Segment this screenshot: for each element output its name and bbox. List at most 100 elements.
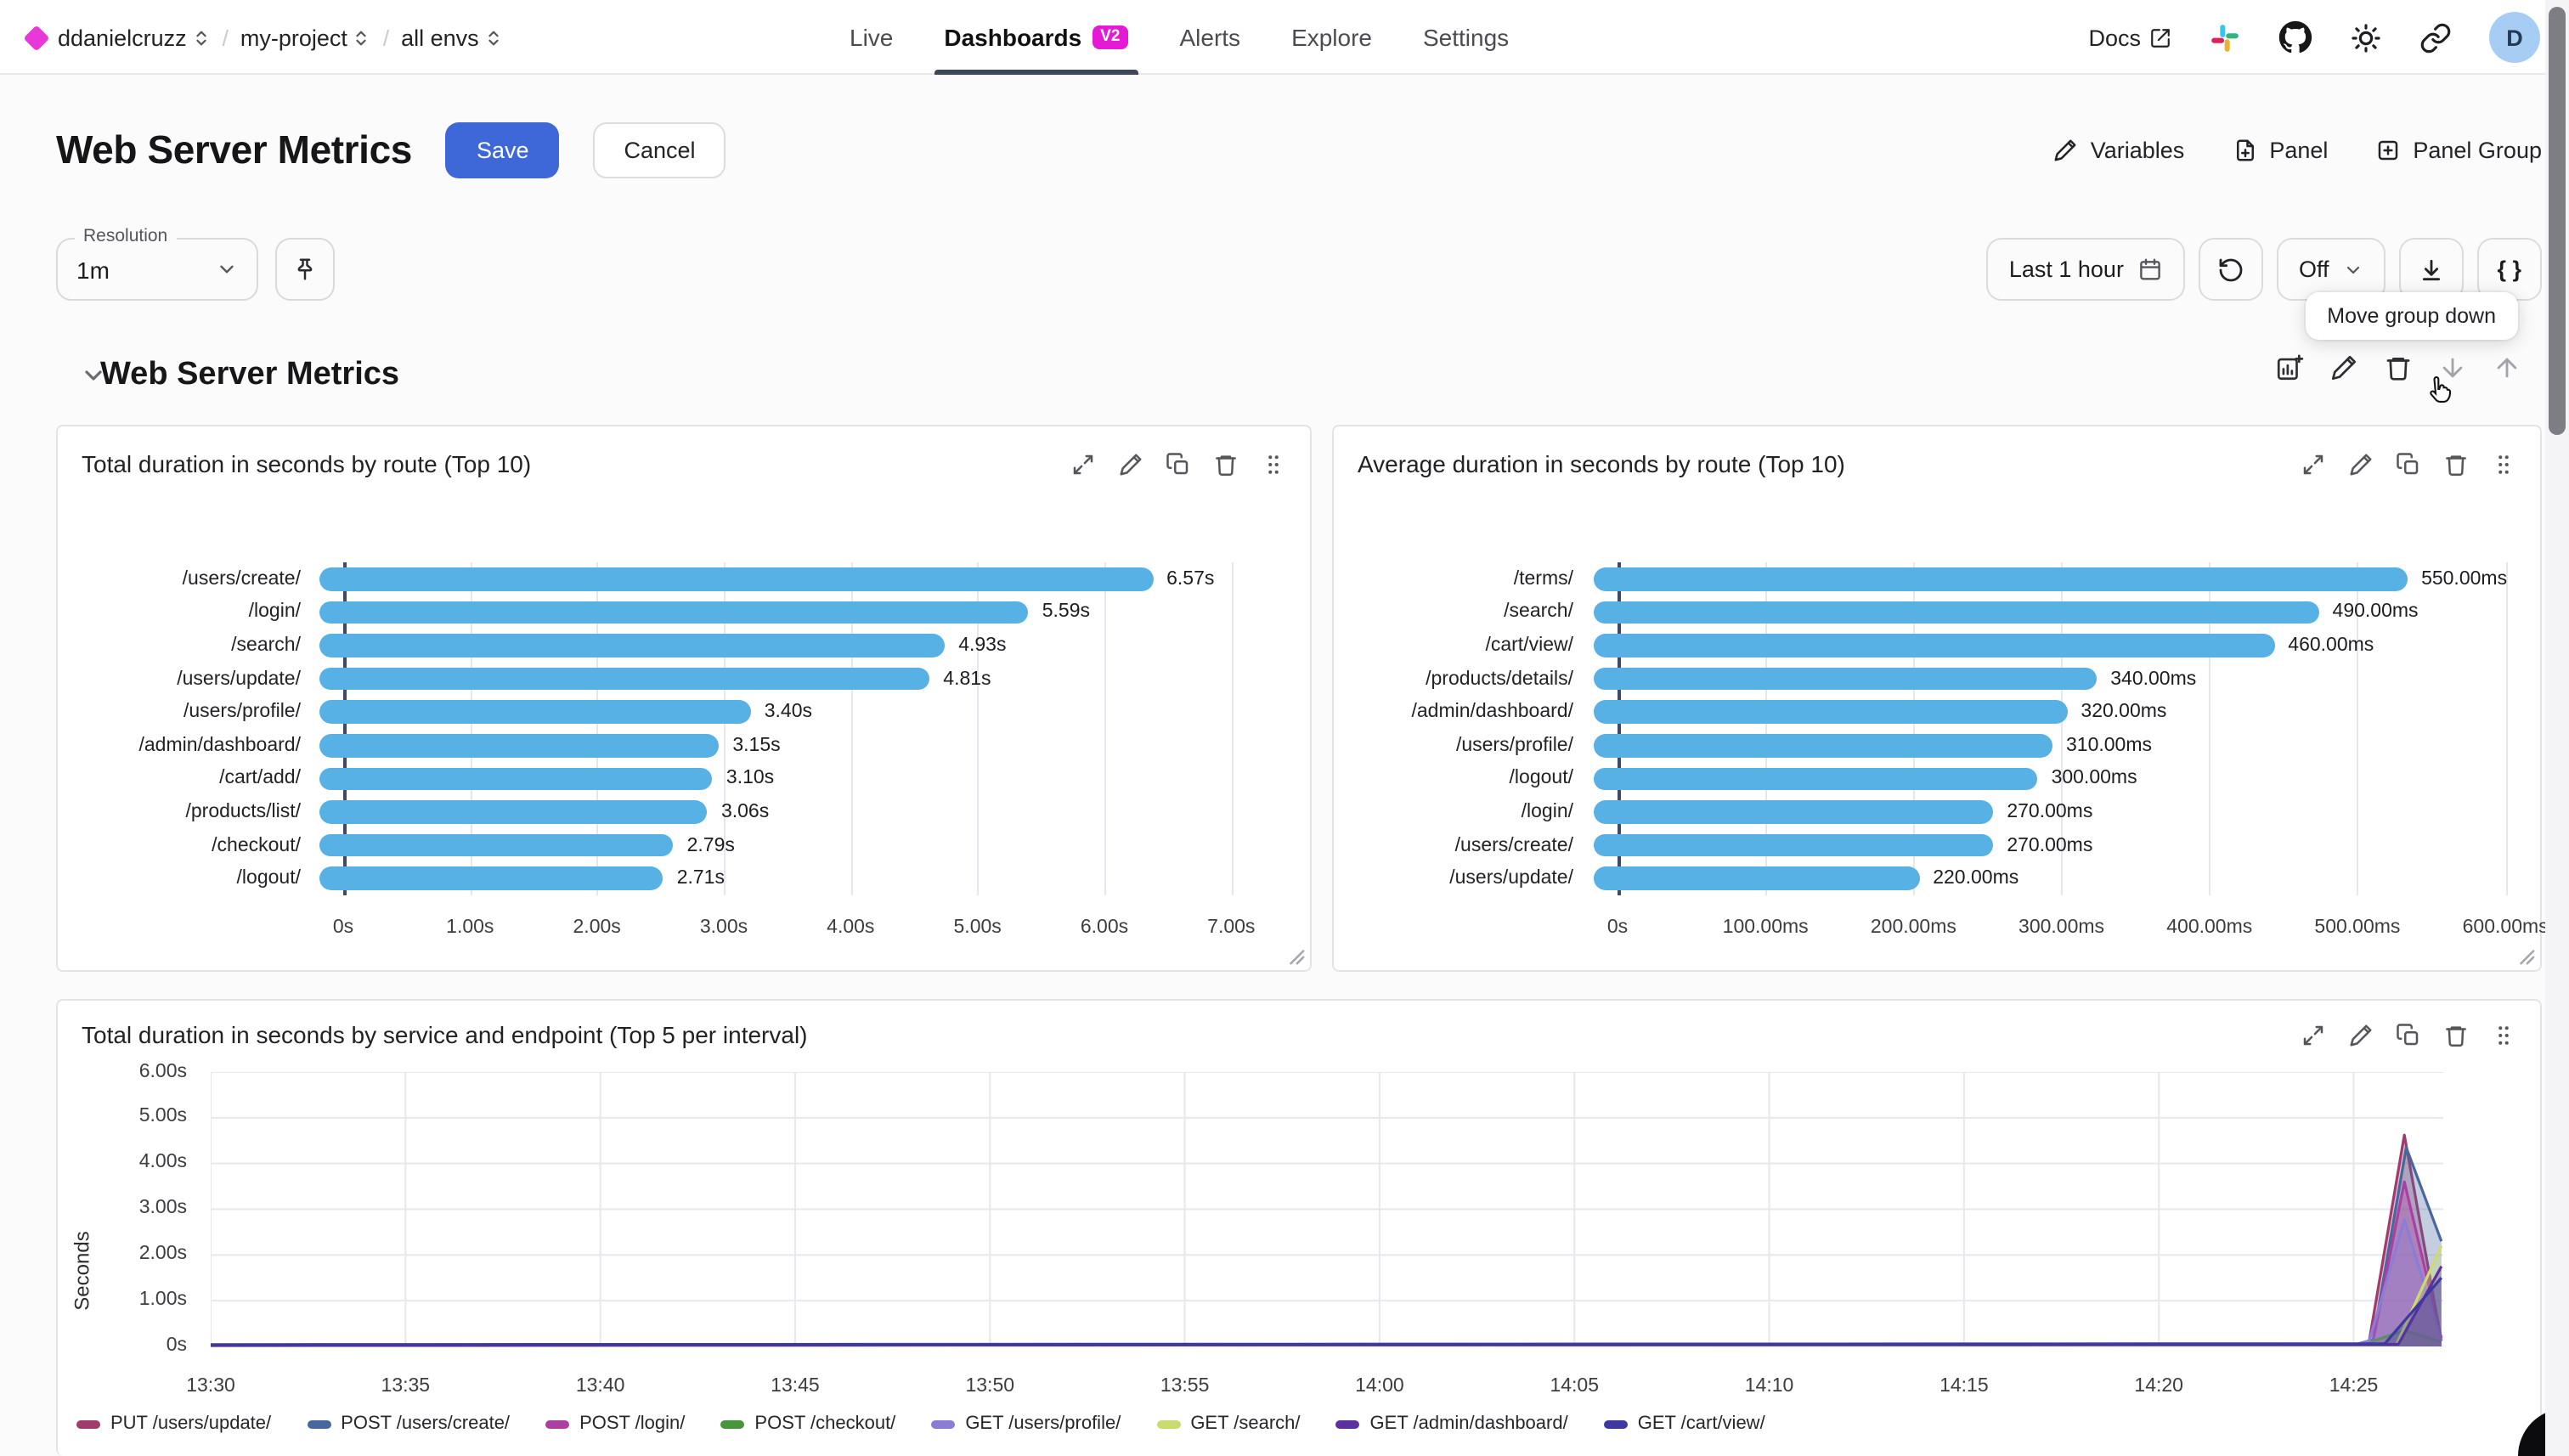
move-group-down-icon[interactable] (2438, 353, 2467, 382)
legend-item[interactable]: PUT /users/update/ (76, 1414, 271, 1434)
tab-settings[interactable]: Settings (1423, 24, 1510, 51)
collapse-group-chevron-icon[interactable] (80, 362, 107, 389)
project-switcher[interactable]: my-project (240, 25, 371, 50)
refresh-button[interactable] (2198, 238, 2263, 301)
tab-dashboards[interactable]: Dashboards V2 (934, 0, 1138, 75)
y-axis-tick-label: 2.00s (138, 1244, 187, 1265)
variables-button[interactable]: Variables (2053, 138, 2184, 163)
bar-chart[interactable]: /users/create/6.57s/login/5.59s/search/4… (58, 501, 1310, 943)
bar[interactable] (1594, 866, 1920, 890)
theme-sun-icon[interactable] (2350, 21, 2382, 54)
bar-value-label: 270.00ms (2007, 835, 2093, 856)
link-icon[interactable] (2419, 21, 2452, 54)
bar-value-label: 3.15s (732, 735, 781, 756)
bar[interactable] (1594, 700, 2068, 724)
bar[interactable] (1594, 800, 1994, 824)
series-line[interactable] (211, 1133, 2443, 1346)
breadcrumb: ddanielcruzz / my-project / all envs (23, 0, 503, 75)
github-icon[interactable] (2278, 20, 2312, 54)
time-range-picker[interactable]: Last 1 hour (1986, 238, 2185, 301)
bar[interactable] (319, 700, 751, 724)
legend-item[interactable]: GET /search/ (1156, 1414, 1301, 1434)
series-line[interactable] (211, 1266, 2443, 1347)
env-switcher[interactable]: all envs (401, 25, 503, 50)
bar[interactable] (319, 767, 713, 791)
legend-item[interactable]: GET /users/profile/ (931, 1414, 1121, 1434)
duplicate-panel-icon[interactable] (2396, 1022, 2421, 1047)
scrollbar-thumb[interactable] (2549, 7, 2566, 435)
edit-group-icon[interactable] (2329, 353, 2358, 382)
resolution-select[interactable]: Resolution 1m (56, 226, 258, 301)
docs-link[interactable]: Docs (2088, 25, 2171, 50)
time-series-plot[interactable] (211, 1072, 2443, 1351)
time-series-chart[interactable]: Seconds 0s 1.00s 2.00s 3.00s 4.00s 5.00s 6.00s… (58, 1061, 2540, 1449)
move-group-up-icon[interactable] (2493, 353, 2521, 382)
legend-item[interactable]: POST /checkout/ (720, 1414, 895, 1434)
pin-resolution-button[interactable] (275, 238, 335, 301)
drag-panel-handle-icon[interactable] (1261, 451, 1286, 477)
add-chart-to-group-icon[interactable] (2275, 353, 2304, 382)
expand-panel-icon[interactable] (2301, 1022, 2326, 1047)
tab-live[interactable]: Live (850, 24, 894, 51)
bar[interactable] (1594, 667, 2098, 691)
bar[interactable] (319, 667, 930, 691)
bar-category-label: /products/list/ (185, 801, 302, 822)
drag-panel-handle-icon[interactable] (2491, 1022, 2516, 1047)
panel-total-duration-by-route: Total duration in seconds by route (Top … (56, 425, 1312, 972)
delete-panel-icon[interactable] (2443, 451, 2469, 477)
edit-panel-icon[interactable] (2348, 1022, 2374, 1047)
series-line[interactable] (211, 1244, 2443, 1347)
legend-item[interactable]: GET /admin/dashboard/ (1335, 1414, 1568, 1434)
slack-icon[interactable] (2209, 21, 2241, 54)
bar[interactable] (319, 800, 708, 824)
bar[interactable] (1594, 734, 2052, 758)
tab-alerts[interactable]: Alerts (1179, 24, 1241, 51)
bar-row: /users/update/4.81s (58, 663, 1310, 696)
series-line[interactable] (211, 1218, 2443, 1346)
org-switcher[interactable]: ddanielcruzz (58, 25, 211, 50)
bar-value-label: 340.00ms (2110, 669, 2197, 690)
series-line[interactable] (211, 1180, 2443, 1346)
bar-track: 4.93s (319, 634, 1271, 657)
resize-handle-icon[interactable] (1286, 946, 1305, 965)
bar-chart[interactable]: /terms/550.00ms/search/490.00ms/cart/vie… (1334, 501, 2549, 943)
expand-panel-icon[interactable] (1070, 451, 1096, 477)
bar-category-label: /cart/view/ (1485, 635, 1573, 656)
series-line[interactable] (211, 1146, 2443, 1346)
bar[interactable] (1594, 567, 2408, 591)
save-button[interactable]: Save (445, 122, 560, 178)
bar[interactable] (319, 734, 720, 758)
bar[interactable] (1594, 634, 2275, 657)
delete-group-icon[interactable] (2384, 353, 2413, 382)
drag-panel-handle-icon[interactable] (2491, 451, 2516, 477)
bar[interactable] (1594, 601, 2319, 624)
bar[interactable] (319, 567, 1154, 591)
edit-panel-icon[interactable] (2348, 451, 2374, 477)
json-config-button[interactable]: { } (2476, 238, 2542, 301)
download-dashboard-button[interactable] (2398, 238, 2464, 301)
series-line[interactable] (211, 1277, 2443, 1346)
bar[interactable] (319, 833, 674, 857)
bar[interactable] (1594, 833, 1994, 857)
add-panel-group-button[interactable]: Panel Group (2375, 138, 2542, 163)
bar[interactable] (319, 866, 663, 890)
auto-refresh-select[interactable]: Off (2276, 238, 2386, 301)
delete-panel-icon[interactable] (1213, 451, 1239, 477)
page-scrollbar[interactable] (2545, 0, 2569, 1456)
bar[interactable] (319, 601, 1029, 624)
legend-item[interactable]: POST /login/ (545, 1414, 685, 1434)
edit-panel-icon[interactable] (1118, 451, 1143, 477)
tab-explore[interactable]: Explore (1291, 24, 1372, 51)
duplicate-panel-icon[interactable] (2396, 451, 2421, 477)
duplicate-panel-icon[interactable] (1166, 451, 1191, 477)
add-panel-button[interactable]: Panel (2232, 138, 2328, 163)
delete-panel-icon[interactable] (2443, 1022, 2469, 1047)
bar[interactable] (319, 634, 946, 657)
expand-panel-icon[interactable] (2301, 451, 2326, 477)
user-avatar[interactable]: D (2489, 12, 2540, 63)
bar[interactable] (1594, 767, 2038, 791)
legend-item[interactable]: POST /users/create/ (307, 1414, 510, 1434)
cancel-button[interactable]: Cancel (593, 122, 726, 178)
resize-handle-icon[interactable] (2516, 946, 2535, 965)
legend-item[interactable]: GET /cart/view/ (1603, 1414, 1765, 1434)
